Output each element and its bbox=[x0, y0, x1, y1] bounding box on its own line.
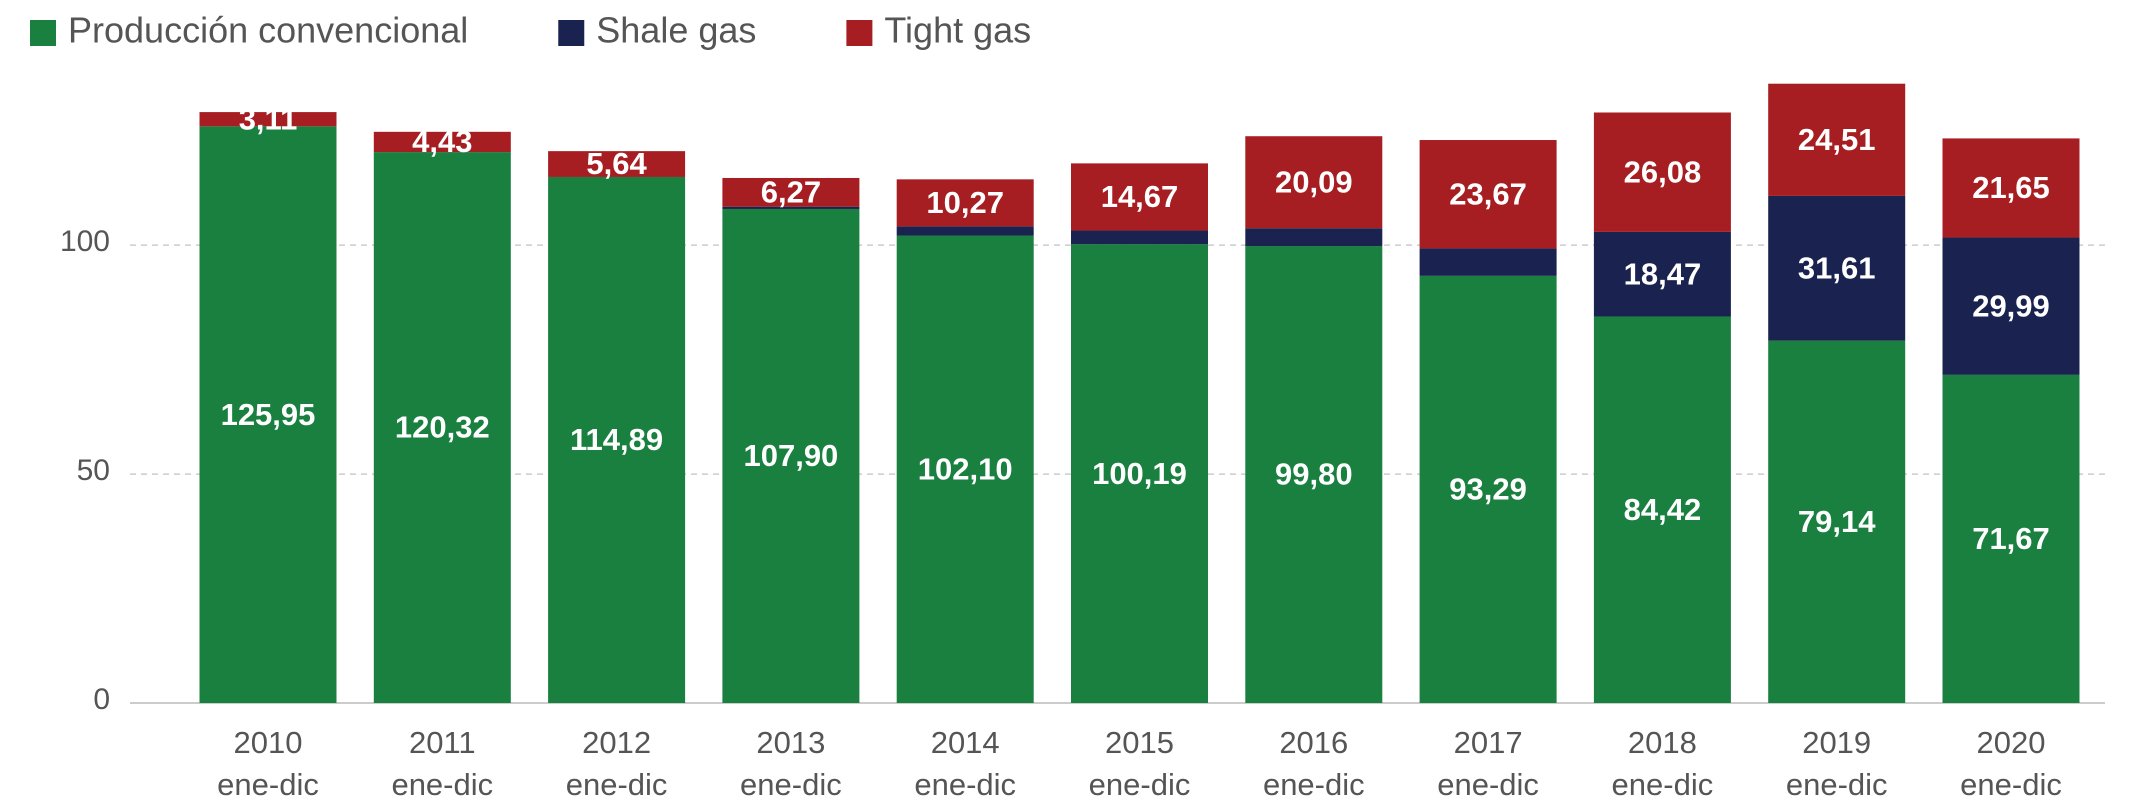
bar-segment bbox=[1071, 244, 1208, 703]
data-label: 3,11 bbox=[239, 101, 298, 136]
bar-segment bbox=[896, 235, 1034, 703]
y-tick-label: 100 bbox=[60, 225, 110, 258]
x-tick-label: 2015 bbox=[1105, 725, 1174, 760]
x-tick-label: ene-dic bbox=[1786, 767, 1888, 802]
x-tick-label: ene-dic bbox=[1960, 767, 2062, 802]
data-label: 6,27 bbox=[761, 175, 821, 210]
data-label: 24,51 bbox=[1798, 122, 1876, 157]
x-tick-label: 2018 bbox=[1628, 725, 1697, 760]
data-label: 71,67 bbox=[1972, 521, 2050, 556]
data-label: 4,43 bbox=[412, 124, 472, 159]
bar-segment bbox=[1768, 195, 1906, 341]
y-tick-label: 0 bbox=[93, 683, 110, 716]
bar-segment bbox=[1419, 275, 1557, 703]
x-tick-label: 2017 bbox=[1454, 725, 1523, 760]
bar-segment bbox=[1419, 248, 1557, 276]
data-label: 10,27 bbox=[926, 185, 1004, 220]
legend-swatch bbox=[30, 20, 56, 46]
y-tick-label: 50 bbox=[77, 454, 110, 487]
bar-segment bbox=[896, 179, 1034, 227]
data-label: 23,67 bbox=[1449, 176, 1527, 211]
bar-segment bbox=[199, 112, 337, 127]
bar-segment bbox=[1942, 374, 2080, 703]
bar-segment bbox=[1593, 231, 1731, 317]
x-tick-label: ene-dic bbox=[566, 767, 668, 802]
x-tick-label: ene-dic bbox=[914, 767, 1016, 802]
x-tick-label: ene-dic bbox=[1612, 767, 1714, 802]
bar-segment bbox=[1593, 112, 1731, 232]
bar-segment bbox=[722, 208, 860, 703]
data-label: 125,95 bbox=[221, 397, 316, 432]
legend-label: Tight gas bbox=[884, 10, 1031, 51]
bar-segment bbox=[548, 151, 686, 177]
bar-segment bbox=[1942, 237, 2080, 375]
x-tick-label: 2016 bbox=[1279, 725, 1348, 760]
x-tick-label: 2010 bbox=[234, 725, 303, 760]
bar-segment bbox=[1768, 340, 1906, 703]
x-tick-label: ene-dic bbox=[1437, 767, 1539, 802]
x-tick-label: ene-dic bbox=[391, 767, 493, 802]
data-label: 29,99 bbox=[1972, 288, 2050, 323]
legend-swatch bbox=[558, 20, 585, 46]
bar-segment bbox=[1245, 246, 1383, 703]
data-label: 21,65 bbox=[1972, 170, 2050, 205]
x-tick-label: ene-dic bbox=[1089, 767, 1191, 802]
bar-segment bbox=[373, 152, 511, 703]
data-label: 84,42 bbox=[1624, 492, 1702, 527]
data-label: 31,61 bbox=[1798, 250, 1876, 285]
data-label: 100,19 bbox=[1092, 456, 1187, 491]
legend-label: Producción convencional bbox=[68, 10, 468, 51]
data-label: 114,89 bbox=[570, 422, 663, 457]
bar-segment bbox=[1071, 230, 1208, 245]
data-label: 14,67 bbox=[1101, 179, 1179, 214]
bar-segment bbox=[1245, 228, 1383, 247]
bar-segment bbox=[1419, 140, 1557, 249]
data-label: 18,47 bbox=[1624, 256, 1702, 291]
x-tick-label: ene-dic bbox=[740, 767, 842, 802]
legend-label: Shale gas bbox=[596, 10, 756, 51]
data-label: 79,14 bbox=[1798, 504, 1876, 539]
bar-segment bbox=[1071, 163, 1208, 231]
bar-segment bbox=[199, 126, 337, 704]
bar-segment bbox=[548, 176, 686, 704]
bar-segment bbox=[1245, 136, 1383, 229]
x-tick-label: 2013 bbox=[756, 725, 825, 760]
bar-segment bbox=[1768, 83, 1906, 196]
data-label: 5,64 bbox=[586, 146, 647, 181]
x-tick-label: 2020 bbox=[1977, 725, 2046, 760]
bar-segment bbox=[1942, 138, 2080, 238]
bar-segment bbox=[373, 131, 511, 153]
data-label: 99,80 bbox=[1275, 457, 1353, 492]
data-label: 120,32 bbox=[395, 410, 490, 445]
x-tick-label: 2011 bbox=[409, 725, 476, 760]
bar-segment bbox=[1593, 316, 1731, 703]
data-label: 107,90 bbox=[743, 438, 838, 473]
x-tick-label: 2012 bbox=[582, 725, 651, 760]
data-label: 26,08 bbox=[1624, 154, 1702, 189]
data-label: 102,10 bbox=[918, 451, 1013, 486]
bar-segment bbox=[722, 206, 860, 209]
data-label: 93,29 bbox=[1449, 472, 1527, 507]
x-tick-label: 2014 bbox=[931, 725, 1000, 760]
bar-segment bbox=[722, 177, 860, 207]
x-tick-label: ene-dic bbox=[1263, 767, 1365, 802]
bar-segment bbox=[896, 226, 1034, 236]
x-tick-label: ene-dic bbox=[217, 767, 319, 802]
data-label: 20,09 bbox=[1275, 164, 1353, 199]
legend-swatch bbox=[846, 20, 873, 46]
x-tick-label: 2019 bbox=[1802, 725, 1871, 760]
